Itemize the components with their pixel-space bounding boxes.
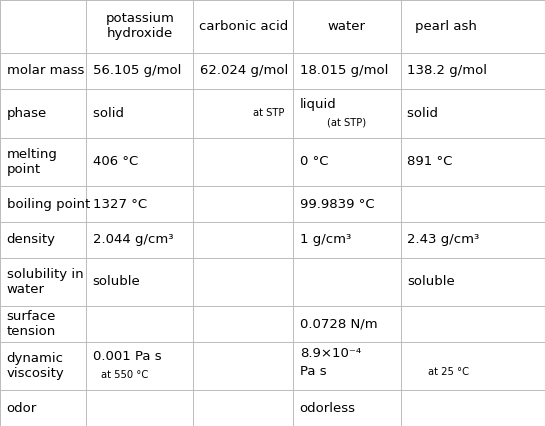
Text: solid: solid (93, 106, 132, 120)
Text: 99.9839 °C: 99.9839 °C (300, 198, 374, 210)
Text: 0 °C: 0 °C (300, 155, 328, 169)
Text: at 550 °C: at 550 °C (101, 370, 148, 380)
Text: water: water (328, 20, 366, 33)
Text: 2.43 g/cm³: 2.43 g/cm³ (407, 233, 480, 246)
Text: pearl ash: pearl ash (415, 20, 476, 33)
Text: 62.024 g/mol: 62.024 g/mol (200, 64, 288, 77)
Text: dynamic
viscosity: dynamic viscosity (7, 352, 64, 380)
Text: soluble: soluble (93, 276, 141, 288)
Text: Pa s: Pa s (300, 366, 335, 378)
Text: odorless: odorless (300, 402, 356, 414)
Text: solubility in
water: solubility in water (7, 268, 83, 296)
Text: molar mass: molar mass (7, 64, 84, 77)
Text: at 25 °C: at 25 °C (428, 367, 469, 377)
Text: phase: phase (7, 106, 47, 120)
Text: 0.001 Pa s: 0.001 Pa s (93, 350, 161, 363)
Text: 138.2 g/mol: 138.2 g/mol (407, 64, 487, 77)
Text: 891 °C: 891 °C (407, 155, 452, 169)
Text: odor: odor (7, 402, 37, 414)
Text: liquid: liquid (300, 98, 336, 111)
Text: at STP: at STP (253, 108, 285, 118)
Text: 1 g/cm³: 1 g/cm³ (300, 233, 351, 246)
Text: carbonic acid: carbonic acid (199, 20, 288, 33)
Text: melting
point: melting point (7, 148, 57, 176)
Text: solid: solid (407, 106, 446, 120)
Text: 406 °C: 406 °C (93, 155, 138, 169)
Text: (at STP): (at STP) (328, 117, 366, 127)
Text: density: density (7, 233, 56, 246)
Text: boiling point: boiling point (7, 198, 90, 210)
Text: soluble: soluble (407, 276, 455, 288)
Text: 0.0728 N/m: 0.0728 N/m (300, 317, 377, 331)
Text: 56.105 g/mol: 56.105 g/mol (93, 64, 181, 77)
Text: 18.015 g/mol: 18.015 g/mol (300, 64, 388, 77)
Text: 1327 °C: 1327 °C (93, 198, 147, 210)
Text: 2.044 g/cm³: 2.044 g/cm³ (93, 233, 173, 246)
Text: potassium
hydroxide: potassium hydroxide (105, 12, 174, 40)
Text: surface
tension: surface tension (7, 310, 56, 338)
Text: 8.9×10⁻⁴: 8.9×10⁻⁴ (300, 348, 361, 360)
